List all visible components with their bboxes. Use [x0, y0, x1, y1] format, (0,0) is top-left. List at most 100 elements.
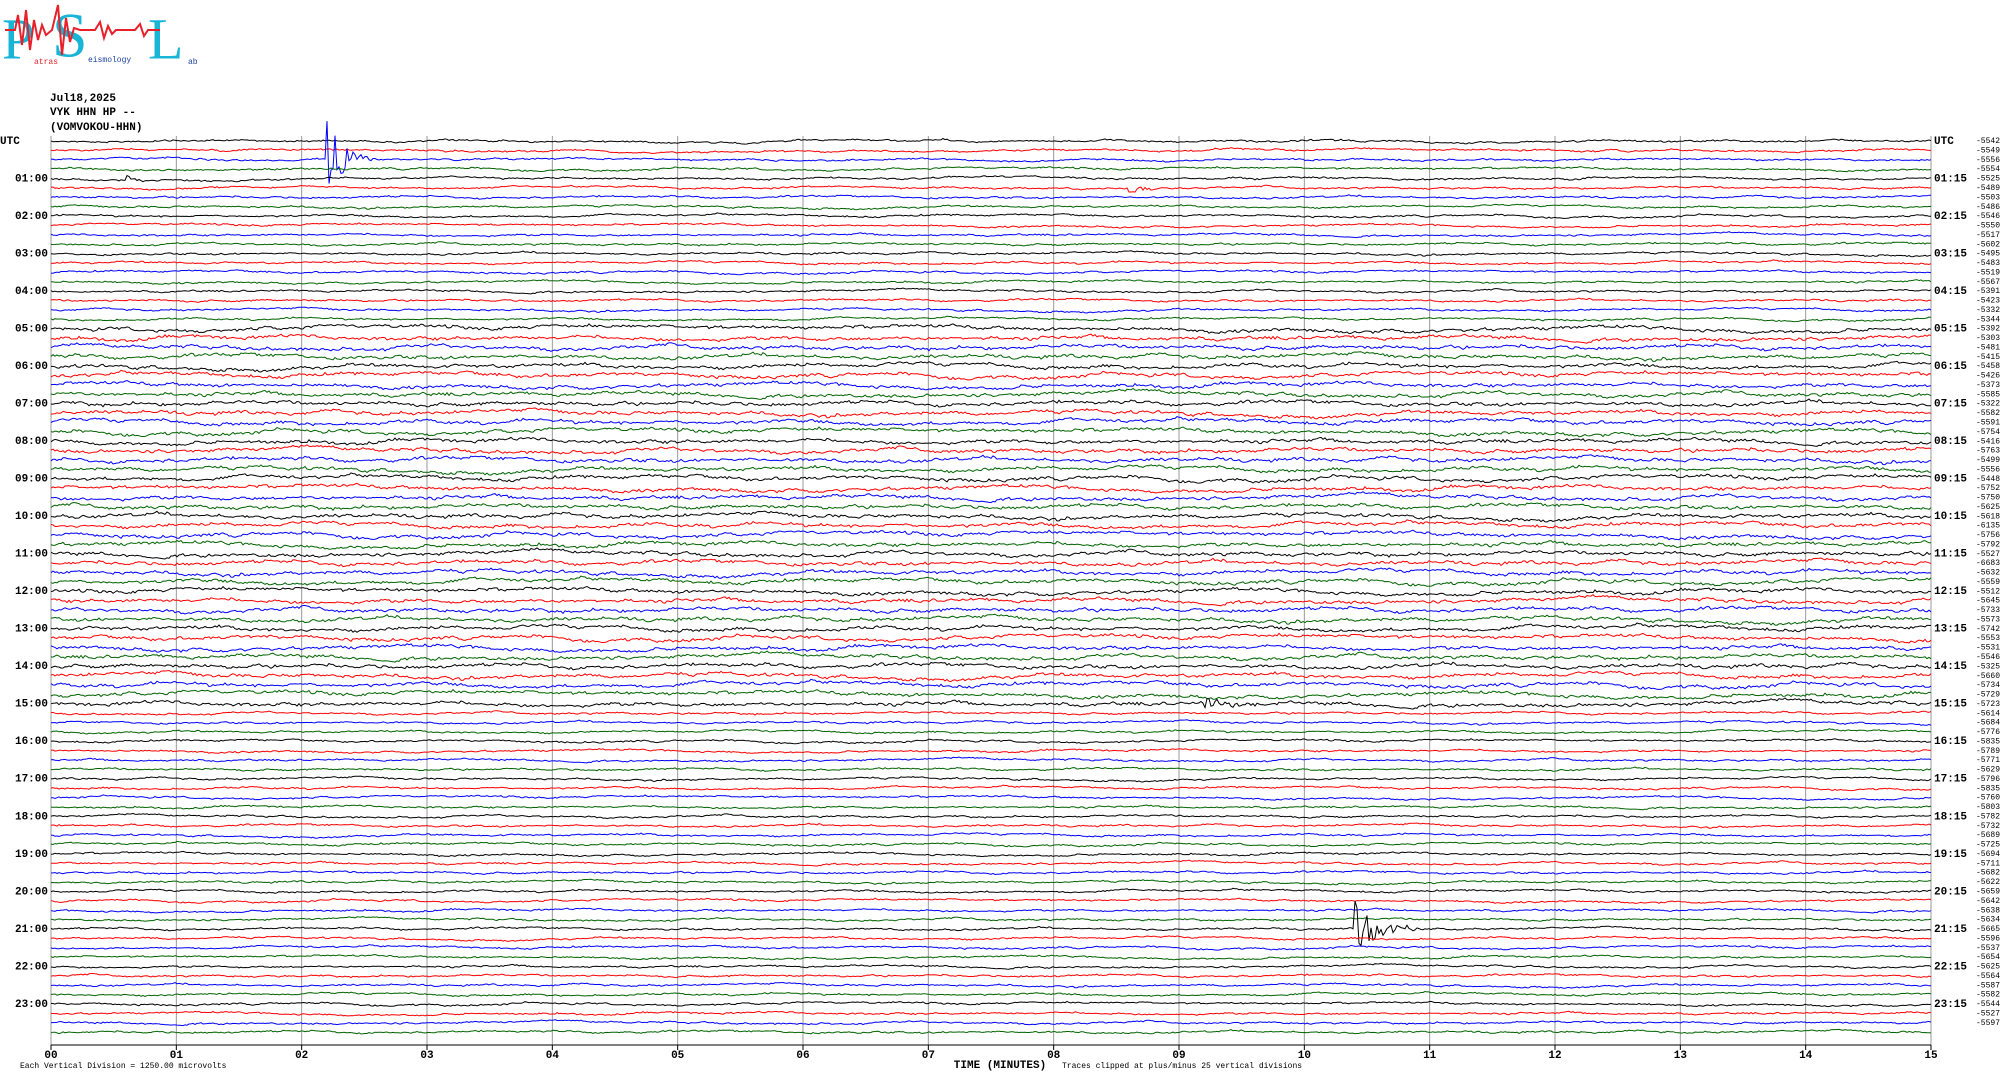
trace	[50, 697, 1932, 710]
trace-offset: -5542	[1976, 137, 2000, 146]
trace-offset: -5803	[1976, 803, 2000, 812]
right-hour-label: 17:15	[1934, 774, 1967, 786]
trace	[50, 287, 1932, 295]
trace-offset: -5556	[1976, 156, 2000, 165]
trace	[50, 174, 1932, 183]
trace	[50, 575, 1932, 587]
logo-text: eismology	[88, 56, 131, 65]
x-tick-label: 12	[1548, 1050, 1561, 1062]
trace-offset: -5426	[1976, 372, 2000, 381]
trace	[50, 444, 1932, 456]
trace-offset: -5503	[1976, 193, 2000, 202]
trace-offset: -5546	[1976, 653, 2000, 662]
trace	[50, 184, 1932, 193]
x-tick-label: 08	[1047, 1050, 1061, 1062]
trace-offset: -5582	[1976, 409, 2000, 418]
trace	[50, 194, 1932, 200]
right-hour-label: 05:15	[1934, 324, 1967, 336]
left-hour-label: UTC	[0, 136, 20, 148]
left-hour-label: 22:00	[15, 961, 48, 973]
trace-offset: -5625	[1976, 963, 2000, 972]
trace	[50, 387, 1932, 400]
trace-offset: -5684	[1976, 719, 2000, 728]
trace	[50, 250, 1932, 258]
trace-offset: -5556	[1976, 465, 2000, 474]
left-hour-label: 11:00	[15, 549, 48, 561]
trace-offset: -5665	[1976, 925, 2000, 934]
trace	[50, 669, 1932, 683]
logo-letter: L	[148, 6, 183, 71]
trace	[50, 1000, 1932, 1008]
logo: P S L atras eismology ab	[2, 0, 198, 71]
station: VYK HHN HP --	[50, 107, 136, 119]
left-hour-label: 23:00	[15, 999, 48, 1011]
trace	[50, 632, 1932, 644]
trace-offset: -5481	[1976, 343, 2000, 352]
trace	[50, 279, 1932, 285]
trace	[50, 137, 1932, 145]
trace-offset: -5591	[1976, 419, 2000, 428]
trace	[50, 650, 1932, 663]
trace	[50, 203, 1932, 211]
trace-offset: -5782	[1976, 812, 2000, 821]
trace	[50, 567, 1932, 579]
x-tick-label: 03	[420, 1050, 434, 1062]
trace-offset: -6135	[1976, 522, 2000, 531]
trace-offset: -5742	[1976, 625, 2000, 634]
trace	[50, 719, 1932, 726]
trace-offset: -5733	[1976, 606, 2000, 615]
right-hour-label: 06:15	[1934, 361, 1967, 373]
trace-offset: -5792	[1976, 540, 2000, 549]
left-hour-label: 20:00	[15, 886, 48, 898]
trace-offset: -5332	[1976, 306, 2000, 315]
trace	[50, 981, 1931, 989]
trace	[50, 269, 1932, 276]
trace	[50, 539, 1932, 550]
trace-offset: -5642	[1976, 897, 2000, 906]
left-hour-label: 08:00	[15, 436, 48, 448]
trace	[50, 622, 1932, 633]
trace	[50, 464, 1932, 476]
trace	[50, 315, 1932, 323]
trace-offset: -5729	[1976, 691, 2000, 700]
trace	[50, 297, 1932, 303]
trace	[50, 333, 1932, 344]
trace	[50, 121, 1932, 184]
right-hour-label: 12:15	[1934, 586, 1967, 598]
right-hour-label: 07:15	[1934, 399, 1967, 411]
trace-offset: -5553	[1976, 634, 2000, 643]
trace-offset: -5756	[1976, 531, 2000, 540]
right-hour-label: 08:15	[1934, 436, 1967, 448]
trace	[50, 407, 1932, 420]
trace	[50, 869, 1932, 876]
trace	[50, 840, 1932, 848]
left-hour-label: 05:00	[15, 324, 48, 336]
trace	[50, 756, 1932, 764]
trace	[50, 897, 1932, 904]
trace-offset: -5567	[1976, 278, 2000, 287]
footnote: Traces clipped at plus/minus 25 vertical…	[1062, 1062, 1302, 1071]
trace	[50, 147, 1932, 154]
trace	[50, 738, 1932, 745]
trace-offset: -5711	[1976, 859, 2000, 868]
trace-offset: -5725	[1976, 841, 2000, 850]
trace	[50, 728, 1932, 735]
trace-offset: -5654	[1976, 953, 2000, 962]
trace-offset: -5325	[1976, 662, 2000, 671]
left-hour-label: 07:00	[15, 399, 48, 411]
right-hour-label: 20:15	[1934, 886, 1967, 898]
trace-offset: -5458	[1976, 362, 2000, 371]
trace-offset: -5629	[1976, 766, 2000, 775]
right-hour-label: 01:15	[1934, 173, 1967, 185]
right-hour-label: 22:15	[1934, 961, 1967, 973]
x-tick-label: 01	[170, 1050, 184, 1062]
left-hour-label: 18:00	[15, 811, 48, 823]
date: Jul18,2025	[50, 93, 116, 105]
site: (VOMVOKOU-HHN)	[50, 122, 142, 134]
trace-offset: -5303	[1976, 334, 2000, 343]
trace-offset: -5559	[1976, 578, 2000, 587]
trace	[50, 1010, 1932, 1017]
trace	[50, 962, 1932, 970]
trace	[50, 222, 1932, 229]
right-hour-label: 21:15	[1934, 924, 1967, 936]
